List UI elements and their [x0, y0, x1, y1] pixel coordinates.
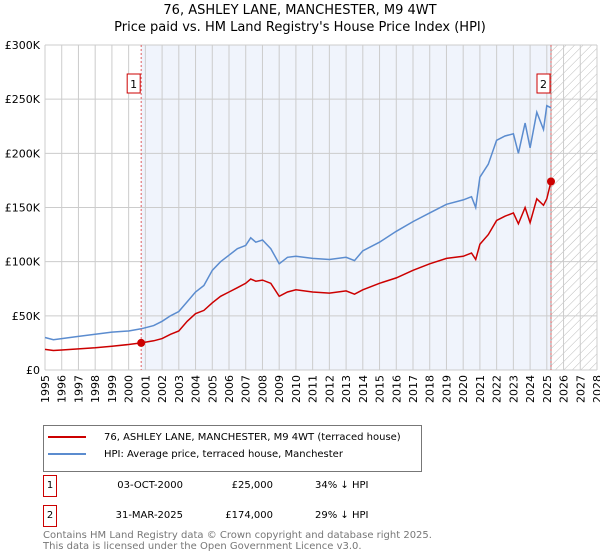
legend-label: 76, ASHLEY LANE, MANCHESTER, M9 4WT (ter… [104, 431, 401, 443]
x-tick-label: 2020 [457, 375, 470, 403]
legend-item-hpi: HPI: Average price, terraced house, Manc… [48, 447, 343, 461]
x-tick-label: 2015 [374, 375, 387, 403]
x-tick-label: 1999 [106, 375, 119, 403]
annotation-label: 2 [540, 78, 547, 91]
marker-badge: 1 [43, 475, 57, 497]
legend-swatch-red [48, 436, 86, 438]
footer: Contains HM Land Registry data © Crown c… [43, 530, 432, 552]
x-tick-label: 2012 [323, 375, 336, 403]
x-tick-label: 1997 [72, 375, 85, 403]
x-tick-label: 2021 [474, 375, 487, 403]
x-tick-label: 2007 [240, 375, 253, 403]
x-tick-label: 2024 [524, 375, 537, 403]
table-row: 2 31-MAR-2025 £174,000 29% ↓ HPI [43, 505, 443, 527]
sale-date: 31-MAR-2025 [115, 510, 183, 521]
marker-badge: 2 [43, 505, 57, 527]
x-tick-label: 2009 [273, 375, 286, 403]
price-chart: 1995 1996 1997 1998 1999 2000 2001 2002 2003 2004… [5, 39, 600, 403]
x-tick-label: 2003 [173, 375, 186, 403]
x-tick-label: 2028 [591, 375, 600, 403]
y-tick-label: £250K [5, 93, 41, 106]
x-tick-label: 2005 [206, 375, 219, 403]
x-tick-label: 2014 [357, 375, 370, 403]
table-row: 1 03-OCT-2000 £25,000 34% ↓ HPI [43, 475, 443, 497]
x-tick-label: 2000 [123, 375, 136, 403]
x-tick-label: 2008 [256, 375, 269, 403]
sale-point [137, 338, 146, 347]
y-tick-label: £50K [12, 310, 41, 323]
annotation-box [536, 73, 551, 94]
chart-subtitle: Price paid vs. HM Land Registry's House … [114, 20, 486, 35]
legend: 76, ASHLEY LANE, MANCHESTER, M9 4WT (ter… [43, 425, 422, 472]
x-tick-label: 1995 [39, 375, 52, 403]
sale-price: £174,000 [225, 510, 273, 521]
x-tick-label: 2013 [340, 375, 353, 403]
x-tick-label: 2006 [223, 375, 236, 403]
licence-text: This data is licensed under the Open Gov… [43, 541, 362, 552]
y-tick-label: £0 [26, 364, 40, 377]
x-tick-label: 2001 [139, 375, 152, 403]
y-tick-label: £300K [5, 39, 41, 52]
x-tick-label: 2025 [541, 375, 554, 403]
x-tick-label: 2010 [290, 375, 303, 403]
x-tick-label: 2027 [574, 375, 587, 403]
x-tick-label: 2016 [390, 375, 403, 403]
hpi-diff: 34% ↓ HPI [315, 480, 369, 491]
x-tick-label: 2011 [307, 375, 320, 403]
chart-title: 76, ASHLEY LANE, MANCHESTER, M9 4WT [163, 3, 437, 18]
x-tick-label: 2002 [156, 375, 169, 403]
sale-point [547, 177, 555, 186]
price-paid-line [44, 181, 552, 352]
sale-date: 03-OCT-2000 [117, 480, 183, 491]
legend-item-property: 76, ASHLEY LANE, MANCHESTER, M9 4WT (ter… [48, 430, 401, 444]
annotation-label: 1 [130, 78, 137, 91]
annotation-box [126, 73, 141, 94]
x-tick-label: 1998 [89, 375, 102, 403]
x-tick-label: 2018 [424, 375, 437, 403]
x-tick-label: 2026 [558, 375, 571, 403]
y-tick-label: £150K [5, 202, 41, 215]
y-tick-label: £200K [5, 147, 41, 160]
hpi-diff: 29% ↓ HPI [315, 510, 369, 521]
x-tick-label: 2019 [440, 375, 453, 403]
y-tick-label: £100K [5, 256, 41, 269]
hpi-line [44, 104, 552, 341]
x-tick-label: 1996 [56, 375, 69, 403]
x-tick-label: 2017 [407, 375, 420, 403]
sale-price: £25,000 [231, 480, 273, 491]
copyright-text: Contains HM Land Registry data © Crown c… [43, 530, 432, 541]
legend-swatch-blue [48, 453, 86, 455]
x-tick-label: 2004 [190, 375, 203, 403]
x-tick-label: 2022 [491, 375, 504, 403]
x-tick-label: 2023 [507, 375, 520, 403]
legend-label: HPI: Average price, terraced house, Manc… [104, 448, 343, 460]
